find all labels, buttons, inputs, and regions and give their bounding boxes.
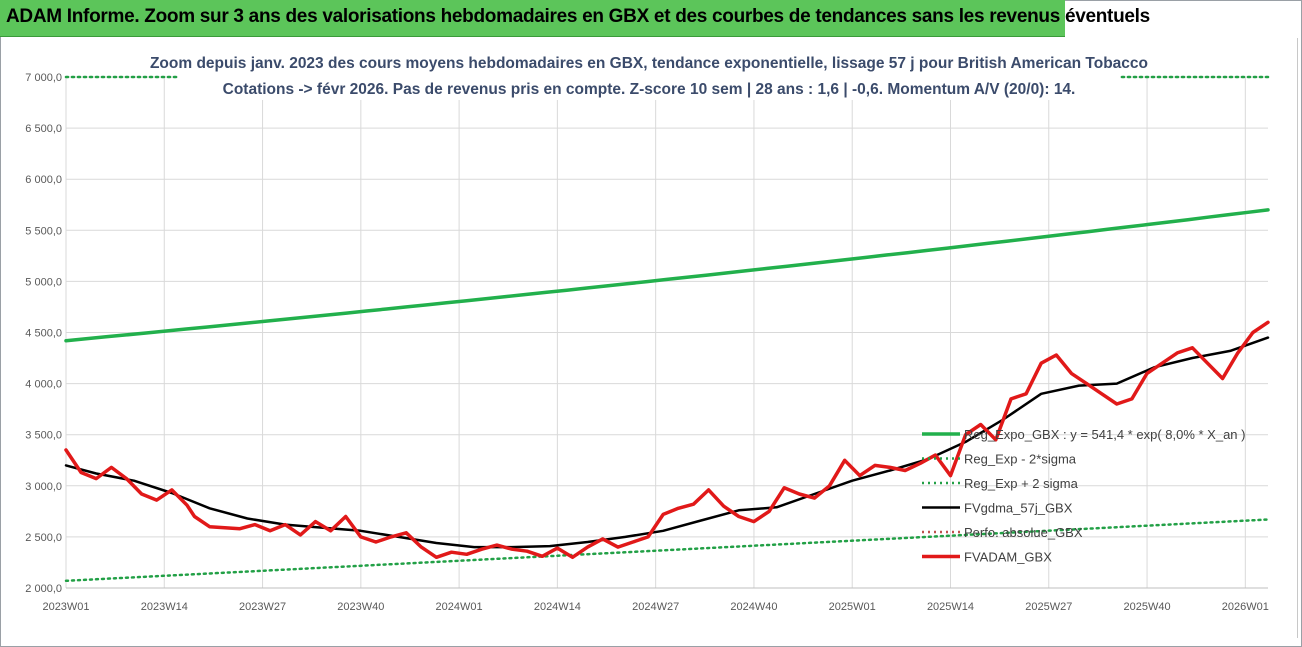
x-tick-label: 2023W01 [42,601,89,613]
x-tick-label: 2023W27 [239,601,286,613]
frame-divider [1297,38,1298,638]
series-line-0 [64,208,1270,343]
x-tick-label: 2025W40 [1123,601,1170,613]
x-tick-label: 2024W01 [436,601,483,613]
x-tick-label: 2024W40 [730,601,777,613]
x-tick-label: 2025W14 [927,601,974,613]
series-line-5 [64,320,1270,560]
series-line-1 [64,518,1270,583]
legend-label: Reg_Exp + 2 sigma [964,476,1079,491]
legend: Reg_Expo_GBX : y = 541,4 * exp( 8,0% * X… [922,427,1245,565]
y-tick-label: 6 500,0 [25,123,62,135]
report-header: ADAM Informe. Zoom sur 3 ans des valoris… [0,0,1150,37]
chart-title-line2: Cotations -> févr 2026. Pas de revenus p… [223,81,1076,98]
x-tick-label: 2025W27 [1025,601,1072,613]
legend-label: Reg_Expo_GBX : y = 541,4 * exp( 8,0% * X… [964,427,1245,442]
y-tick-label: 6 000,0 [25,174,62,186]
series-line-3 [64,336,1270,549]
legend-label: Reg_Exp - 2*sigma [964,452,1077,467]
title-background [178,48,1120,100]
y-tick-label: 3 000,0 [25,481,62,493]
series-lines [64,75,1270,583]
y-tick-label: 4 500,0 [25,328,62,340]
y-tick-label: 4 000,0 [25,379,62,391]
y-axis-labels: 2 000,0 2 500,0 3 000,0 3 500,0 4 000,0 4 500… [25,72,62,595]
y-tick-label: 7 000,0 [25,72,62,84]
chart-title-line1: Zoom depuis janv. 2023 des cours moyens … [150,55,1148,72]
x-tick-label: 2023W14 [141,601,188,613]
y-tick-label: 5 000,0 [25,276,62,288]
legend-label: FVgdma_57j_GBX [964,501,1073,516]
x-tick-label: 2023W40 [337,601,384,613]
y-tick-label: 2 500,0 [25,532,62,544]
legend-label: Perfo. absolue_GBX [964,525,1083,540]
x-tick-label: 2024W14 [534,601,581,613]
legend-label: FVADAM_GBX [964,550,1052,565]
y-tick-label: 3 500,0 [25,430,62,442]
report-title: ADAM Informe. Zoom sur 3 ans des valoris… [6,6,1150,27]
y-tick-label: 5 500,0 [25,225,62,237]
y-tick-label: 2 000,0 [25,583,62,595]
x-axis-labels: 2023W01 2023W14 2023W27 2023W40 2024W01 2024W… [42,601,1268,613]
x-tick-label: 2024W27 [632,601,679,613]
x-tick-label: 2025W01 [829,601,876,613]
x-tick-label: 2026W01 [1222,601,1269,613]
